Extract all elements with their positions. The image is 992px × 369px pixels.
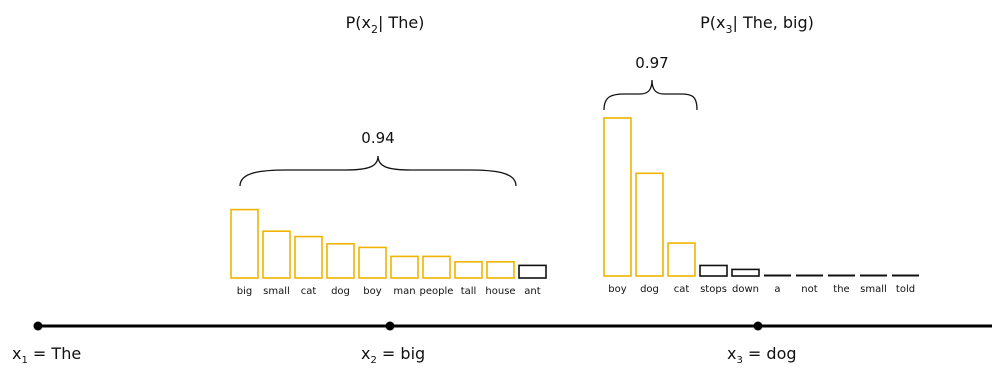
timeline-node-label: x2 = big	[361, 344, 425, 365]
bars-group: boy dog cat stops down a not the small told	[603, 117, 919, 295]
tick-label-not: not	[801, 284, 817, 295]
bar-people	[422, 255, 451, 279]
tick-label-tall: tall	[461, 286, 477, 297]
bar-cat	[667, 242, 696, 277]
bar-tall	[454, 260, 483, 279]
bar-stops	[699, 264, 728, 277]
chart-group: P(x3| The, big) 0.97 boy dog cat stops down a…	[603, 13, 919, 295]
bar-small	[262, 230, 291, 279]
bars-group: big small cat dog boy man people tall house ant	[230, 208, 547, 297]
tick-label-small: small	[263, 286, 290, 297]
bar-boy	[603, 117, 632, 277]
tick-label-a: a	[774, 284, 780, 295]
tick-label-big: big	[237, 286, 252, 297]
bar-big	[230, 208, 259, 279]
tick-label-man: man	[393, 286, 415, 297]
tick-label-boy: boy	[608, 284, 626, 295]
tick-label-down: down	[732, 284, 759, 295]
tick-label-small: small	[860, 284, 887, 295]
timeline-node-dot	[753, 321, 763, 331]
timeline-node-label: x1 = The	[12, 344, 81, 365]
chart-title-subscript: 3	[725, 23, 732, 36]
timeline-node-dot	[33, 321, 43, 331]
bar-dog	[635, 172, 664, 277]
tick-label-told: told	[896, 284, 915, 295]
tick-label-ant: ant	[524, 286, 540, 297]
bar-man	[390, 255, 419, 279]
brace-0	[239, 155, 517, 187]
chart-group: P(x2| The) 0.94 big small cat dog boy man peop…	[230, 13, 547, 297]
bar-cat	[294, 235, 323, 279]
bar-ant	[518, 264, 547, 279]
chart-title: P(x3| The, big)	[700, 13, 814, 36]
tick-label-stops: stops	[700, 284, 727, 295]
timeline-node-dot	[385, 321, 395, 331]
bar-small	[860, 274, 887, 277]
bar-not	[796, 274, 823, 277]
tick-label-cat: cat	[674, 284, 690, 295]
tick-label-dog: dog	[331, 286, 350, 297]
bar-house	[486, 260, 515, 279]
brace-label: 0.97	[635, 54, 668, 72]
tick-label-the: the	[833, 284, 849, 295]
bar-down	[731, 268, 760, 277]
bar-a	[764, 274, 791, 277]
brace-label: 0.94	[361, 129, 394, 147]
tick-label-cat: cat	[301, 286, 317, 297]
chart-title-subscript: 2	[371, 23, 378, 36]
tick-label-boy: boy	[363, 286, 381, 297]
bar-told	[892, 274, 919, 277]
tick-label-people: people	[420, 286, 454, 297]
brace-1	[603, 79, 698, 111]
bar-dog	[326, 243, 355, 279]
bar-boy	[358, 246, 387, 279]
tick-label-house: house	[485, 286, 515, 297]
bar-the	[828, 274, 855, 277]
tick-label-dog: dog	[640, 284, 659, 295]
chart-title: P(x2| The)	[346, 13, 425, 36]
timeline-node-label: x3 = dog	[727, 344, 797, 365]
